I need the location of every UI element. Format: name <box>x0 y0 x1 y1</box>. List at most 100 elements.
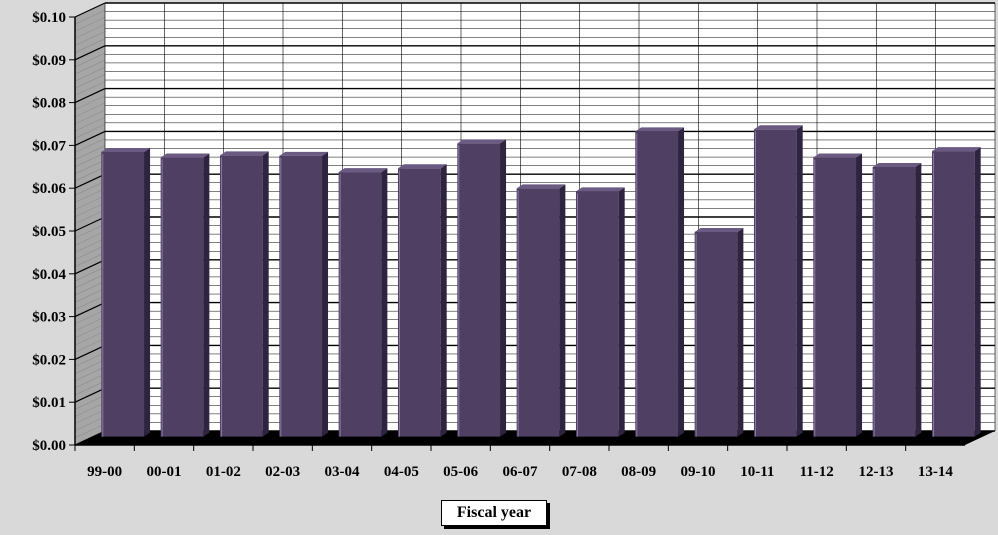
side-wall-stripe <box>74 423 106 439</box>
bar-front <box>338 172 382 437</box>
side-gridline <box>74 430 106 446</box>
side-gridline <box>74 173 106 189</box>
x-tick-label: 00-01 <box>147 464 182 480</box>
side-wall-stripe <box>74 195 106 210</box>
side-wall-stripe <box>74 16 106 32</box>
bar-front <box>694 232 738 437</box>
side-wall-stripe <box>74 166 106 182</box>
bar-front <box>872 166 916 437</box>
bar <box>219 151 269 437</box>
y-tick-label: $0.01 <box>32 395 66 411</box>
bar-side <box>440 164 447 437</box>
side-gridline <box>74 216 106 232</box>
x-tick-label: 10-11 <box>740 464 774 480</box>
x-tick-label: 99-00 <box>87 464 122 480</box>
side-wall-stripe <box>74 316 106 332</box>
x-tick-label: 13-14 <box>918 464 953 480</box>
side-wall-stripe <box>74 59 106 75</box>
side-wall-stripe <box>74 95 106 111</box>
side-wall-stripe <box>74 409 106 424</box>
side-gridline <box>74 2 106 18</box>
bar-top <box>457 139 507 144</box>
bar-side <box>678 127 685 437</box>
side-wall-stripe <box>74 38 106 53</box>
side-wall-stripe <box>74 238 106 253</box>
x-tick-label: 07-08 <box>562 464 597 480</box>
x-tick-label: 02-03 <box>265 464 300 480</box>
side-wall-stripe <box>74 123 106 139</box>
side-wall-stripe <box>74 416 106 432</box>
side-wall-stripe <box>74 252 106 267</box>
x-tick-label: 05-06 <box>443 464 478 480</box>
x-tick-label: 08-09 <box>621 464 656 480</box>
side-wall-stripe <box>74 323 106 339</box>
side-gridline <box>74 387 106 403</box>
side-wall-stripe <box>74 245 106 260</box>
bar-side <box>322 151 329 437</box>
side-wall-stripe <box>74 373 106 389</box>
bar-side <box>737 228 744 437</box>
bar-front <box>931 151 975 437</box>
bar <box>753 125 803 437</box>
side-wall-stripe <box>74 66 106 82</box>
side-wall-stripe <box>74 145 106 160</box>
bar <box>101 147 151 437</box>
side-gridline <box>74 88 106 104</box>
side-wall-stripe <box>74 24 106 39</box>
side-wall-stripe <box>74 81 106 96</box>
y-tick-label: $0.05 <box>32 224 66 240</box>
bar-side <box>500 139 507 437</box>
bar <box>338 168 388 437</box>
y-tick-label: $0.09 <box>32 53 66 69</box>
bar <box>635 127 685 437</box>
y-tick-label: $0.00 <box>32 438 66 454</box>
bar-side <box>796 125 803 437</box>
side-wall-stripe <box>74 52 106 68</box>
side-wall-stripe <box>74 159 106 175</box>
side-wall-stripe <box>74 280 106 296</box>
bar-side <box>915 162 922 437</box>
x-axis-label: Fiscal year <box>441 500 547 526</box>
bar-top <box>753 125 803 130</box>
side-wall-stripe <box>74 202 106 218</box>
bar <box>931 147 981 437</box>
bar <box>457 139 507 437</box>
bar-side <box>618 187 625 437</box>
bar-side <box>974 147 981 437</box>
bar <box>872 162 922 437</box>
x-tick-label: 11-12 <box>800 464 834 480</box>
bar-side <box>262 151 269 437</box>
bar-top <box>931 147 981 152</box>
y-tick-label: $0.07 <box>32 138 66 154</box>
bar-side <box>203 153 210 437</box>
x-tick-label: 12-13 <box>859 464 894 480</box>
side-wall-stripe <box>74 109 106 125</box>
y-tick-label: $0.10 <box>32 10 66 26</box>
side-wall-stripe <box>74 359 106 374</box>
x-axis-ticks: 99-00 00-01 01-02 02-03 03-04 04-05 05-06 06-07… <box>74 445 953 480</box>
side-wall-stripe <box>74 102 106 118</box>
bar-front <box>813 157 857 437</box>
bar <box>516 184 566 437</box>
bar-top <box>516 184 566 189</box>
side-wall-stripe <box>74 74 106 89</box>
side-wall-stripe <box>74 352 106 367</box>
bar-top <box>101 147 151 152</box>
bar <box>694 228 744 437</box>
bar <box>160 153 210 437</box>
side-wall-stripe <box>74 330 106 346</box>
bar-front <box>101 151 145 437</box>
bar-side <box>381 168 388 437</box>
side-wall-stripe <box>74 152 106 168</box>
x-tick-label: 09-10 <box>681 464 716 480</box>
side-wall-stripe <box>74 181 106 196</box>
bar-front <box>279 155 323 437</box>
side-wall-stripe <box>74 395 106 410</box>
bar-top <box>160 153 210 158</box>
bar-top <box>397 164 447 169</box>
side-wall-stripe <box>74 31 106 46</box>
bar <box>279 151 329 437</box>
side-wall-stripe <box>74 138 106 153</box>
side-wall-stripe <box>74 209 106 225</box>
